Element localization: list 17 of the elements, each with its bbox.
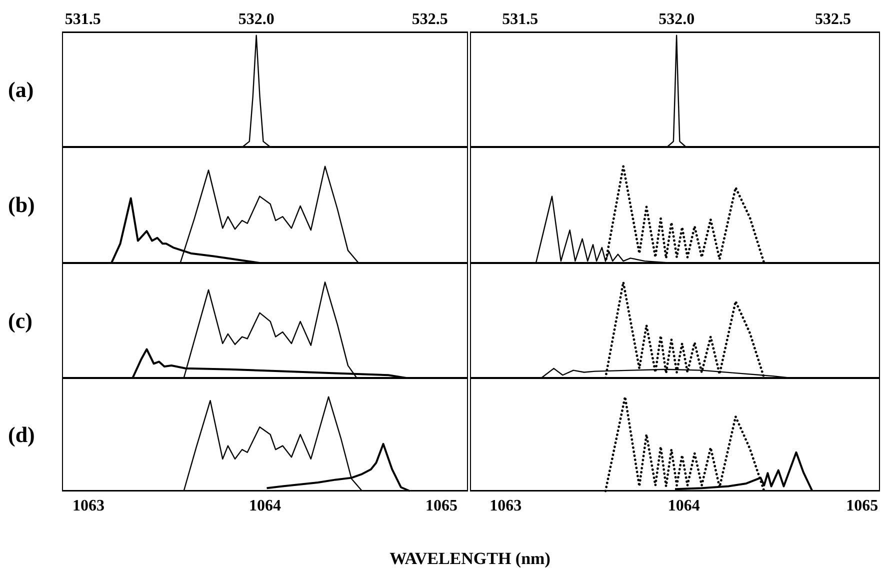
x-axis-title: WAVELENGTH (nm) [388, 549, 552, 569]
x-tick-label: 1064 [668, 497, 700, 514]
y-axis-title: (c) [8, 308, 32, 334]
x-tick-label: 532.0 [658, 11, 695, 28]
x-tick-label: 1063 [490, 497, 522, 514]
x-tick-label: 532.5 [815, 11, 852, 28]
x-tick-label: 1063 [72, 497, 104, 514]
x-tick-label: 531.5 [64, 11, 101, 28]
y-axis-title: (b) [8, 192, 35, 218]
x-tick-label: 532.5 [412, 11, 448, 28]
x-tick-label: 532.0 [238, 11, 274, 28]
x-tick-label: 1065 [426, 497, 458, 514]
x-tick-label: 1064 [249, 497, 281, 514]
y-axis-title: (d) [8, 422, 35, 448]
x-tick-label: 1065 [846, 497, 878, 514]
x-tick-label: 531.5 [502, 11, 538, 28]
y-axis-title: (a) [8, 76, 34, 102]
